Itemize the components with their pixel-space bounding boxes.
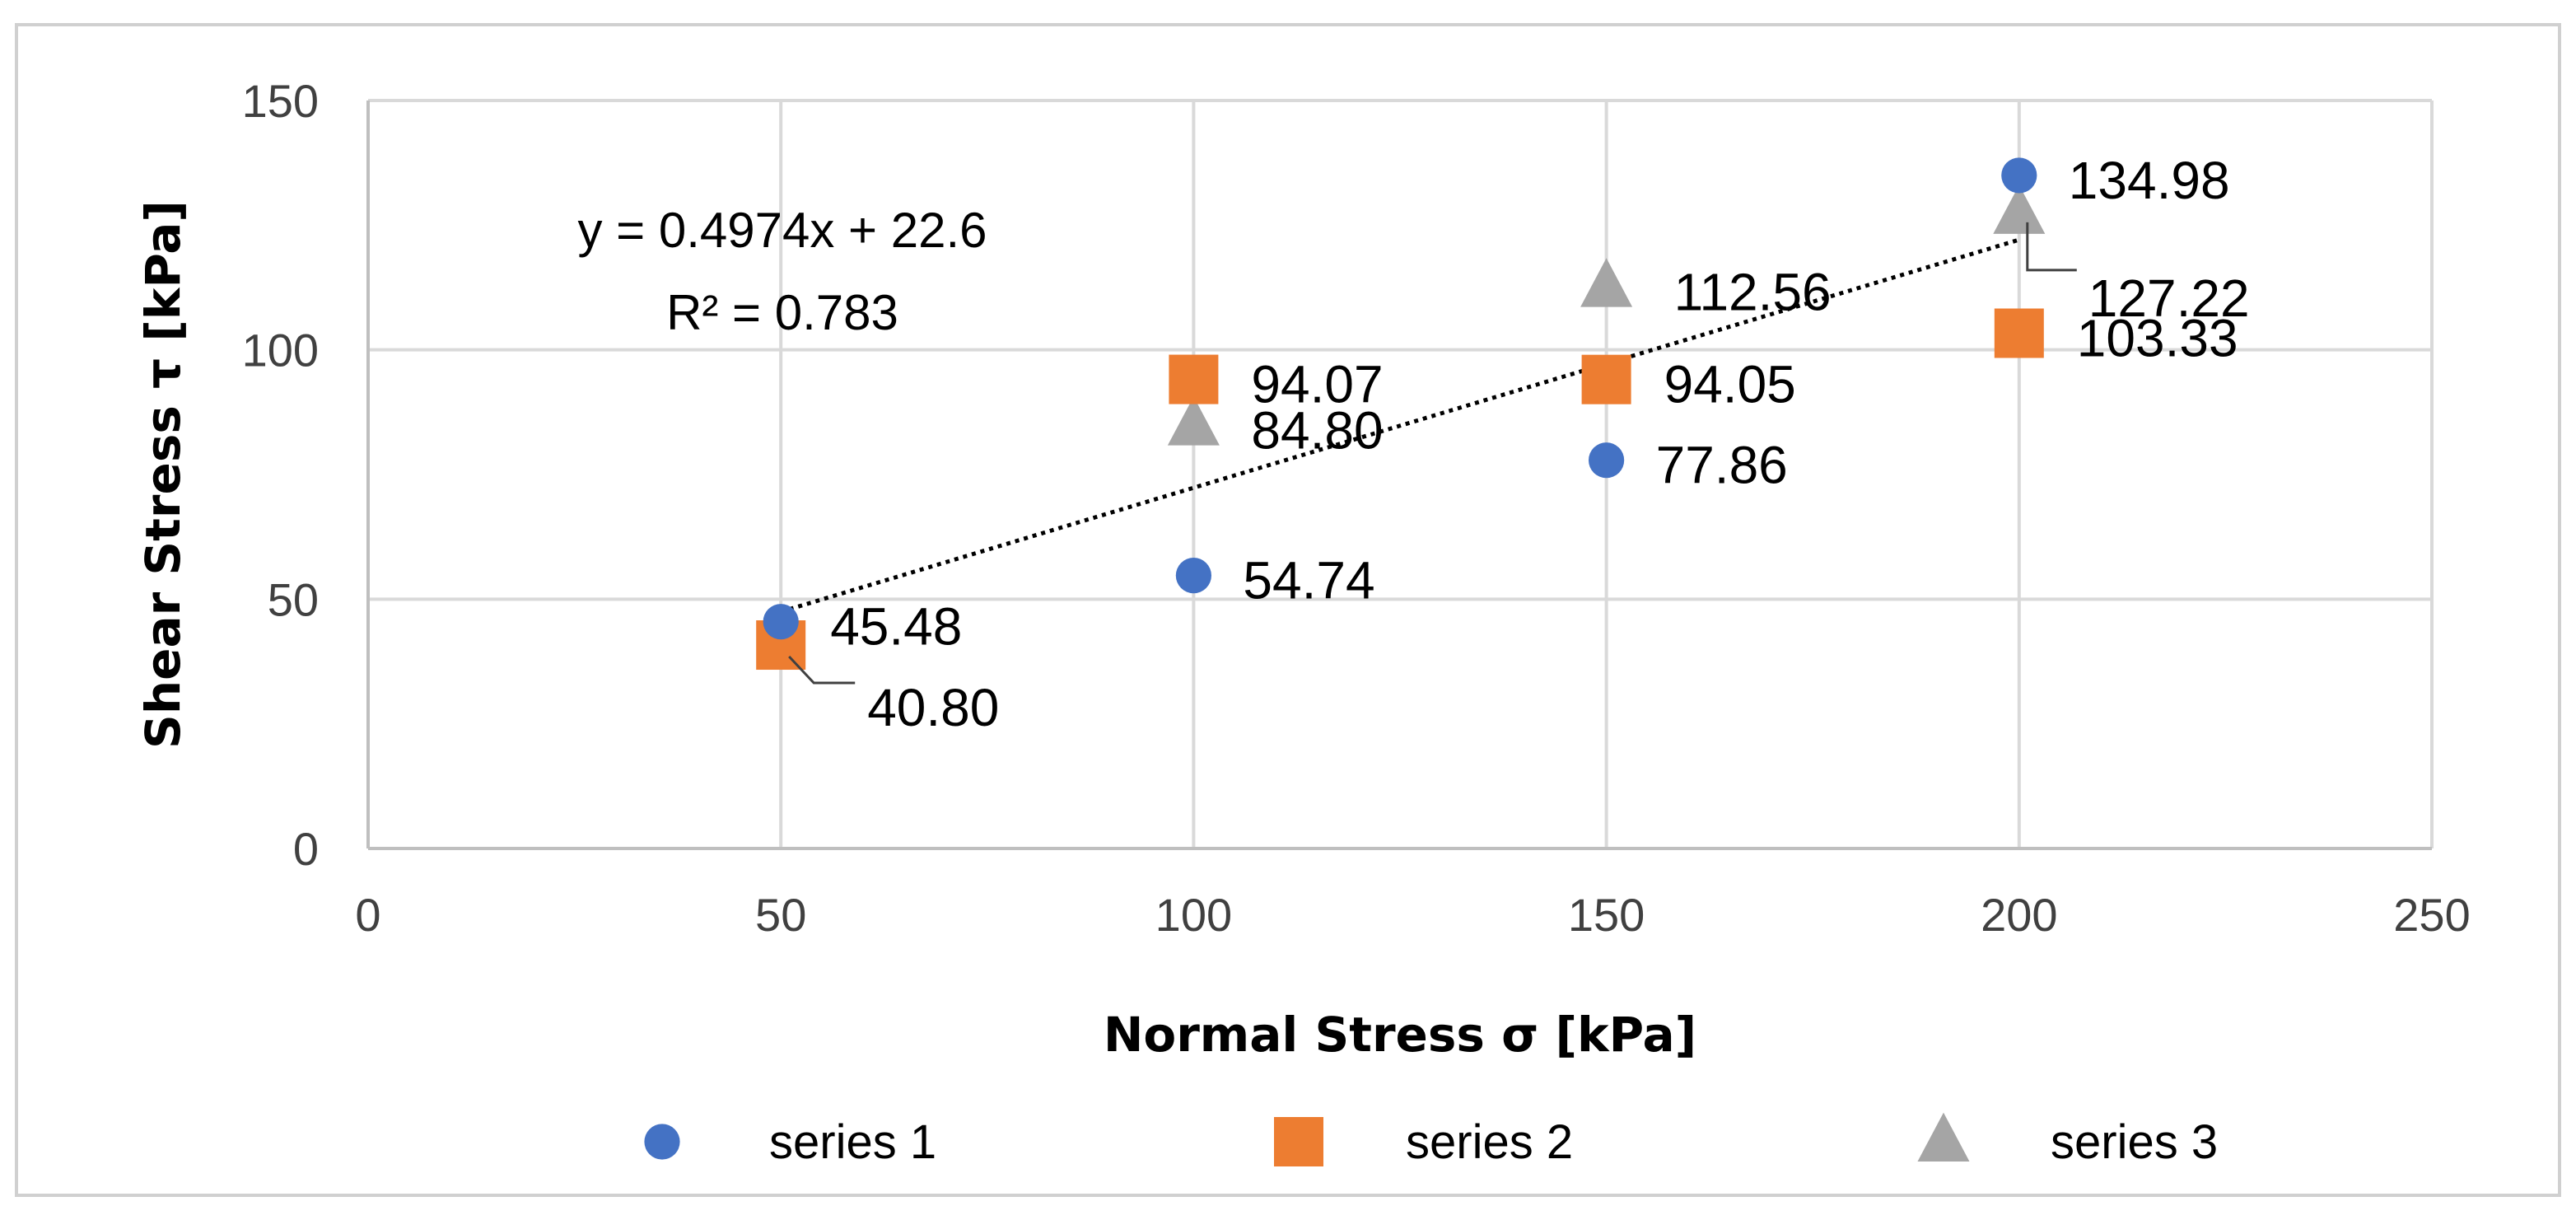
series-2-point (1994, 308, 2044, 358)
series-2-point (1581, 354, 1631, 404)
axes: 0 50 100 150 200 250 0 50 100 150 (242, 75, 2471, 941)
series-3-point (1167, 396, 1220, 446)
legend-triangle-icon (1917, 1112, 1970, 1162)
data-label: 112.56 (1674, 263, 1832, 322)
data-label: 40.80 (867, 678, 999, 737)
series-1-point (1589, 442, 1625, 479)
chart-frame (15, 23, 2561, 1197)
x-tick-label: 0 (355, 889, 380, 941)
y-axis-title: Shear Stress τ [kPa] (135, 200, 191, 749)
data-label: 134.98 (2069, 151, 2230, 210)
y-tick-label: 50 (268, 573, 319, 625)
trendline (780, 237, 2020, 615)
gridlines (368, 99, 2434, 848)
data-label: 84.80 (1251, 401, 1383, 460)
trendline-equation: y = 0.4974x + 22.6 (577, 203, 987, 258)
label-leader-line (2026, 222, 2077, 272)
series-1-point (763, 604, 799, 640)
data-labels: 45.48 54.74 77.86 134.98 40.80 94.07 94.05 103.… (788, 151, 2250, 737)
trendline-r-squared: R² = 0.783 (666, 285, 898, 340)
x-tick-label: 200 (1981, 889, 2057, 941)
y-tick-label: 100 (242, 325, 319, 376)
data-label: 127.22 (2088, 269, 2250, 328)
legend-label: series 2 (1406, 1115, 1573, 1169)
x-tick-label: 150 (1568, 889, 1645, 941)
legend-square-icon (1274, 1117, 1323, 1166)
y-tick-label: 150 (242, 75, 319, 127)
data-label: 77.86 (1656, 436, 1788, 495)
legend-label: series 1 (769, 1115, 936, 1169)
data-label: 54.74 (1243, 551, 1374, 610)
series-2-point (1169, 354, 1219, 404)
legend-item-series-2: series 2 (1274, 1115, 1573, 1169)
x-axis-title: Normal Stress σ [kPa] (1104, 1007, 1696, 1063)
legend-item-series-1: series 1 (644, 1115, 936, 1169)
x-tick-label: 100 (1155, 889, 1232, 941)
x-tick-label: 50 (755, 889, 806, 941)
trendline-group (780, 237, 2020, 615)
y-tick-label: 0 (293, 823, 319, 875)
data-marks (756, 157, 2046, 671)
legend-label: series 3 (2051, 1115, 2218, 1169)
series-3-point (1580, 258, 1633, 307)
legend-circle-icon (644, 1124, 680, 1160)
series-3-point (1993, 185, 2046, 234)
series-1-point (2001, 157, 2037, 194)
x-tick-label: 250 (2393, 889, 2470, 941)
data-label: 45.48 (830, 597, 962, 657)
data-label: 103.33 (2077, 309, 2238, 368)
data-label: 94.05 (1664, 355, 1796, 414)
legend: series 1 series 2 series 3 (644, 1112, 2218, 1169)
data-label: 94.07 (1251, 355, 1383, 414)
label-leader-line (788, 655, 856, 685)
legend-item-series-3: series 3 (1917, 1112, 2218, 1169)
series-1-point (1175, 558, 1211, 594)
